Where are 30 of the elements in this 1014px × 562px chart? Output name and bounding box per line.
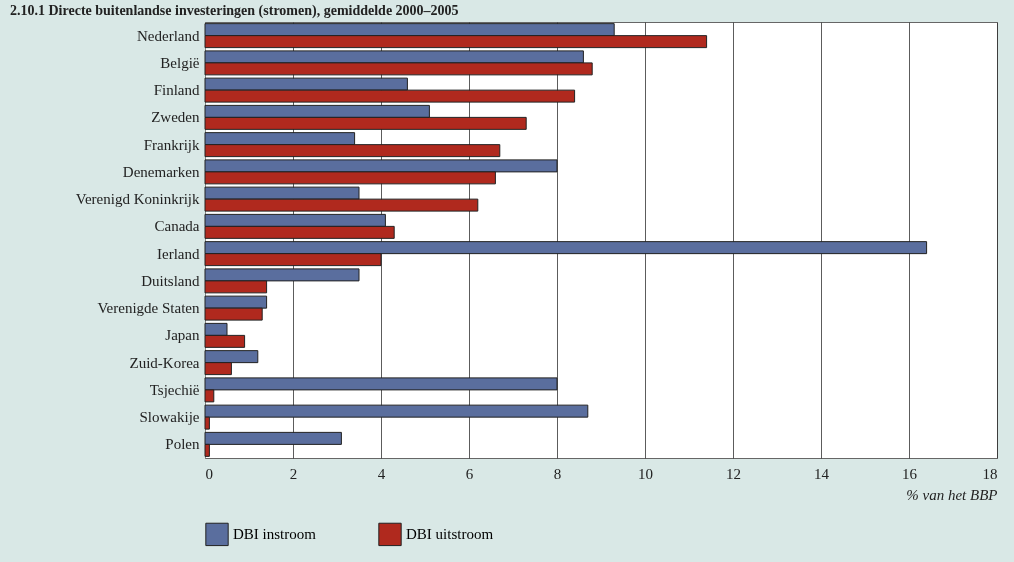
legend-label: DBI instroom — [233, 526, 317, 543]
y-tick-label: Japan — [165, 327, 200, 344]
x-tick-label: 4 — [377, 465, 386, 482]
x-tick-label: 18 — [982, 465, 998, 482]
y-tick-label: Duitsland — [141, 272, 200, 289]
y-tick-label: Polen — [165, 436, 200, 453]
x-axis-title: % van het BBP — [906, 486, 998, 503]
x-tick-label: 6 — [465, 465, 474, 482]
x-tick-label: 8 — [553, 465, 562, 482]
y-tick-label: Canada — [154, 218, 200, 235]
y-tick-label: Zuid-Korea — [129, 354, 200, 371]
y-tick-label: Frankrijk — [143, 136, 200, 153]
legend-label: DBI uitstroom — [406, 526, 494, 543]
x-tick-label: 12 — [726, 465, 741, 482]
y-tick-label: België — [160, 54, 200, 71]
x-tick-label: 16 — [902, 465, 918, 482]
y-tick-label: Verenigd Koninkrijk — [75, 191, 200, 208]
y-tick-label: Nederland — [137, 27, 200, 44]
y-tick-label: Finland — [153, 82, 200, 99]
chart-title: 2.10.1 Directe buitenlandse investeringen (stromen), gemiddelde 2000–2005 — [10, 3, 459, 19]
y-tick-label: Slowakije — [139, 409, 200, 426]
y-tick-label: Denemarken — [122, 163, 200, 180]
x-tick-label: 14 — [814, 465, 830, 482]
x-tick-label: 10 — [638, 465, 653, 482]
y-tick-label: Ierland — [157, 245, 200, 262]
y-tick-label: Zweden — [151, 109, 200, 126]
y-tick-label: Tsjechië — [149, 381, 200, 398]
x-tick-label: 2 — [289, 465, 298, 482]
x-tick-label: 0 — [205, 465, 213, 482]
y-tick-label: Verenigde Staten — [97, 300, 200, 317]
